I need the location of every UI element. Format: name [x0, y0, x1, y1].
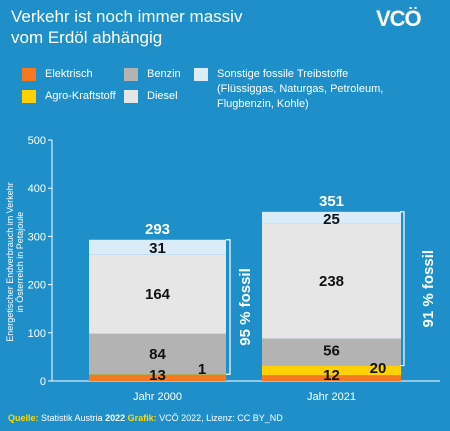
legend-swatch-agro [22, 90, 36, 103]
legend-swatch-elektrisch [22, 68, 36, 81]
legend-item-diesel: Diesel [124, 89, 178, 104]
y-tick-label: 500 [28, 135, 46, 147]
bar-segment-sonstige [262, 211, 401, 224]
legend-item-benzin: Benzin [124, 67, 181, 82]
legend: Elektrisch Agro-Kraftstoff Benzin Diesel… [0, 0, 450, 120]
bar-segment-elektrisch [89, 374, 226, 381]
title-line-2: vom Erdöl abhängig [11, 28, 163, 47]
bar-segment-sonstige [89, 239, 226, 255]
graphic-label: Grafik: [127, 413, 157, 423]
data-label-benzin: 84 [149, 346, 166, 363]
data-label-agro: 1 [198, 361, 206, 378]
total-label: 351 [319, 193, 344, 210]
data-label-benzin: 56 [323, 343, 340, 360]
y-tick-label: 100 [28, 328, 46, 340]
total-label: 293 [145, 221, 170, 238]
y-tick-label: 200 [28, 280, 46, 292]
legend-item-elektrisch: Elektrisch [22, 67, 93, 82]
graphic-text: VCÖ 2022, Lizenz: CC BY_ND [159, 413, 283, 423]
fossil-share-label: 91 % fossil [420, 250, 437, 328]
y-axis-title-line: Energetischer Endverbrauch im Verkehr [5, 182, 15, 342]
legend-label-elektrisch: Elektrisch [45, 68, 93, 80]
y-tick-label: 400 [28, 183, 46, 195]
source-text: Statistik Austria [41, 413, 103, 423]
source-label: Quelle: [8, 413, 39, 423]
data-label-elektrisch: 13 [149, 367, 166, 384]
data-label-sonstige: 31 [149, 240, 166, 257]
x-tick-label: Jahr 2000 [133, 391, 182, 403]
data-label-sonstige: 25 [323, 211, 340, 228]
data-label-diesel: 164 [145, 286, 171, 303]
x-tick-label: Jahr 2021 [307, 391, 356, 403]
title-line-1: Verkehr ist noch immer massiv [11, 7, 243, 26]
legend-label-benzin: Benzin [147, 68, 181, 80]
data-label-diesel: 238 [319, 273, 344, 290]
y-axis-title: Energetischer Endverbrauch im Verkehrin … [5, 182, 25, 342]
data-label-elektrisch: 12 [323, 367, 340, 384]
chart-title: Verkehr ist noch immer massiv vom Erdöl … [11, 6, 341, 48]
source-year: 2022 [105, 413, 126, 423]
fossil-bracket [226, 239, 231, 375]
legend-label-diesel: Diesel [147, 90, 178, 102]
legend-swatch-diesel [124, 90, 138, 103]
legend-item-agro: Agro-Kraftstoff [22, 89, 116, 104]
fossil-bracket [400, 211, 405, 367]
legend-label-sonstige: Sonstige fossile Treibstoffe (Flüssiggas… [217, 68, 384, 110]
data-label-agro: 20 [370, 360, 387, 377]
legend-label-agro: Agro-Kraftstoff [45, 90, 116, 102]
bar-segment-agro [262, 365, 401, 376]
bar-segment-diesel [262, 223, 401, 339]
vco-logo-icon: VCÖ [376, 7, 423, 29]
bar-segment-benzin [262, 338, 401, 366]
logo-text: VCÖ [376, 7, 422, 29]
bar-segment-benzin [89, 333, 226, 375]
legend-swatch-benzin [124, 68, 138, 81]
legend-item-sonstige: Sonstige fossile Treibstoffe (Flüssiggas… [194, 67, 383, 112]
fossil-share-label: 95 % fossil [237, 268, 254, 346]
y-tick-label: 0 [40, 376, 46, 388]
y-axis-title-line: in Österreich in Petajoule [15, 212, 25, 313]
bar-segment-diesel [89, 254, 226, 334]
bar-segment-elektrisch [262, 375, 401, 381]
footer: Quelle: Statistik Austria 2022 Grafik: V… [8, 413, 283, 423]
legend-swatch-sonstige [194, 68, 208, 81]
y-tick-label: 300 [28, 231, 46, 243]
